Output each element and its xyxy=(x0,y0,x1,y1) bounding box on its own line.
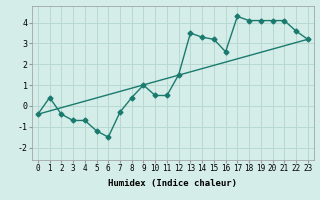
X-axis label: Humidex (Indice chaleur): Humidex (Indice chaleur) xyxy=(108,179,237,188)
